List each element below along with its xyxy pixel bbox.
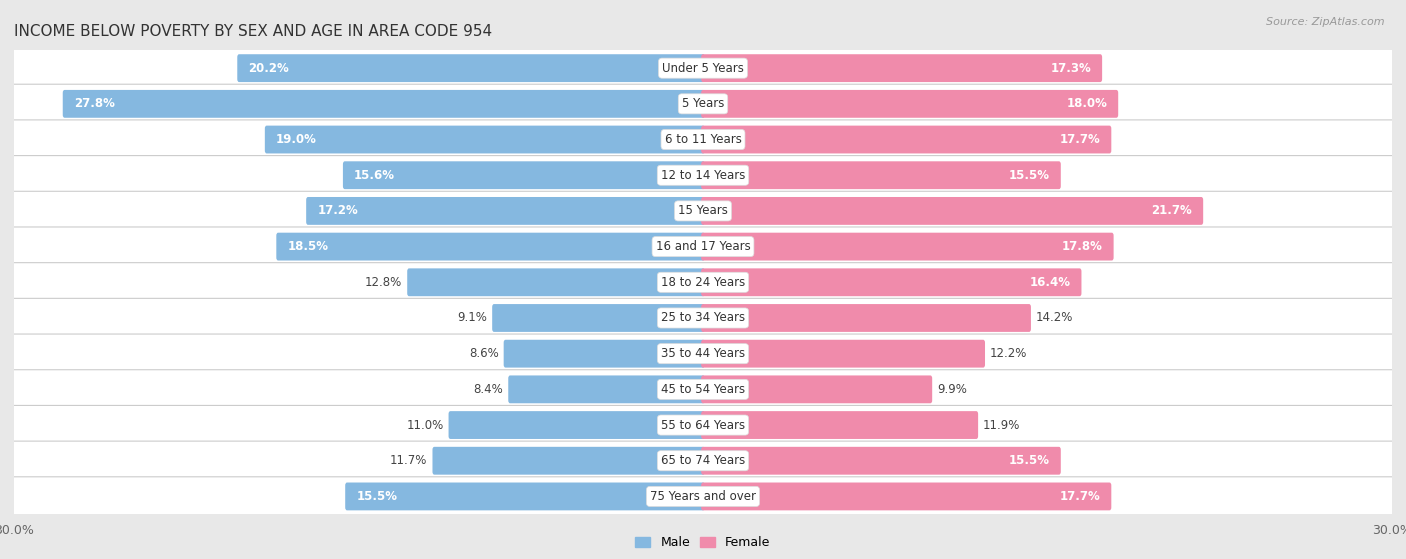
Text: 17.2%: 17.2% xyxy=(318,205,359,217)
FancyBboxPatch shape xyxy=(702,376,932,403)
Text: 18.5%: 18.5% xyxy=(287,240,329,253)
FancyBboxPatch shape xyxy=(702,482,1111,510)
FancyBboxPatch shape xyxy=(702,54,1102,82)
FancyBboxPatch shape xyxy=(702,447,1060,475)
Text: 6 to 11 Years: 6 to 11 Years xyxy=(665,133,741,146)
Text: 12 to 14 Years: 12 to 14 Years xyxy=(661,169,745,182)
Text: 8.4%: 8.4% xyxy=(474,383,503,396)
Text: 11.7%: 11.7% xyxy=(389,454,427,467)
Text: 16.4%: 16.4% xyxy=(1029,276,1070,289)
Text: 15.6%: 15.6% xyxy=(354,169,395,182)
Text: 12.2%: 12.2% xyxy=(990,347,1028,360)
FancyBboxPatch shape xyxy=(238,54,704,82)
Text: 14.2%: 14.2% xyxy=(1036,311,1073,324)
Text: 17.3%: 17.3% xyxy=(1050,61,1091,75)
Text: 17.8%: 17.8% xyxy=(1062,240,1102,253)
FancyBboxPatch shape xyxy=(492,304,704,332)
FancyBboxPatch shape xyxy=(4,334,1402,373)
Text: 8.6%: 8.6% xyxy=(468,347,499,360)
Text: 16 and 17 Years: 16 and 17 Years xyxy=(655,240,751,253)
Text: 35 to 44 Years: 35 to 44 Years xyxy=(661,347,745,360)
FancyBboxPatch shape xyxy=(4,405,1402,445)
Text: 17.7%: 17.7% xyxy=(1060,490,1101,503)
FancyBboxPatch shape xyxy=(307,197,704,225)
Text: 21.7%: 21.7% xyxy=(1152,205,1192,217)
Text: 15.5%: 15.5% xyxy=(1008,454,1050,467)
FancyBboxPatch shape xyxy=(702,233,1114,260)
FancyBboxPatch shape xyxy=(264,126,704,154)
FancyBboxPatch shape xyxy=(4,120,1402,159)
FancyBboxPatch shape xyxy=(4,84,1402,124)
Text: 9.9%: 9.9% xyxy=(938,383,967,396)
Legend: Male, Female: Male, Female xyxy=(630,532,776,555)
FancyBboxPatch shape xyxy=(63,90,704,118)
FancyBboxPatch shape xyxy=(4,227,1402,266)
FancyBboxPatch shape xyxy=(449,411,704,439)
Text: 15.5%: 15.5% xyxy=(1008,169,1050,182)
Text: 18 to 24 Years: 18 to 24 Years xyxy=(661,276,745,289)
Text: 19.0%: 19.0% xyxy=(276,133,316,146)
FancyBboxPatch shape xyxy=(4,191,1402,230)
Text: INCOME BELOW POVERTY BY SEX AND AGE IN AREA CODE 954: INCOME BELOW POVERTY BY SEX AND AGE IN A… xyxy=(14,25,492,40)
FancyBboxPatch shape xyxy=(4,299,1402,338)
FancyBboxPatch shape xyxy=(503,340,704,368)
FancyBboxPatch shape xyxy=(4,477,1402,516)
FancyBboxPatch shape xyxy=(4,369,1402,409)
FancyBboxPatch shape xyxy=(702,304,1031,332)
Text: 15.5%: 15.5% xyxy=(356,490,398,503)
Text: 12.8%: 12.8% xyxy=(366,276,402,289)
Text: 18.0%: 18.0% xyxy=(1066,97,1107,110)
Text: 25 to 34 Years: 25 to 34 Years xyxy=(661,311,745,324)
Text: 11.9%: 11.9% xyxy=(983,419,1021,432)
Text: Source: ZipAtlas.com: Source: ZipAtlas.com xyxy=(1267,17,1385,27)
FancyBboxPatch shape xyxy=(408,268,704,296)
Text: 17.7%: 17.7% xyxy=(1060,133,1101,146)
Text: 75 Years and over: 75 Years and over xyxy=(650,490,756,503)
FancyBboxPatch shape xyxy=(702,162,1060,189)
Text: Under 5 Years: Under 5 Years xyxy=(662,61,744,75)
Text: 9.1%: 9.1% xyxy=(457,311,486,324)
FancyBboxPatch shape xyxy=(4,155,1402,195)
FancyBboxPatch shape xyxy=(4,49,1402,88)
FancyBboxPatch shape xyxy=(508,376,704,403)
FancyBboxPatch shape xyxy=(702,340,986,368)
Text: 5 Years: 5 Years xyxy=(682,97,724,110)
Text: 15 Years: 15 Years xyxy=(678,205,728,217)
FancyBboxPatch shape xyxy=(702,90,1118,118)
Text: 27.8%: 27.8% xyxy=(73,97,115,110)
Text: 20.2%: 20.2% xyxy=(249,61,290,75)
FancyBboxPatch shape xyxy=(343,162,704,189)
FancyBboxPatch shape xyxy=(702,268,1081,296)
FancyBboxPatch shape xyxy=(4,441,1402,480)
Text: 45 to 54 Years: 45 to 54 Years xyxy=(661,383,745,396)
FancyBboxPatch shape xyxy=(433,447,704,475)
FancyBboxPatch shape xyxy=(277,233,704,260)
Text: 55 to 64 Years: 55 to 64 Years xyxy=(661,419,745,432)
FancyBboxPatch shape xyxy=(702,197,1204,225)
Text: 11.0%: 11.0% xyxy=(406,419,443,432)
FancyBboxPatch shape xyxy=(4,263,1402,302)
Text: 65 to 74 Years: 65 to 74 Years xyxy=(661,454,745,467)
FancyBboxPatch shape xyxy=(702,126,1111,154)
FancyBboxPatch shape xyxy=(346,482,704,510)
FancyBboxPatch shape xyxy=(702,411,979,439)
